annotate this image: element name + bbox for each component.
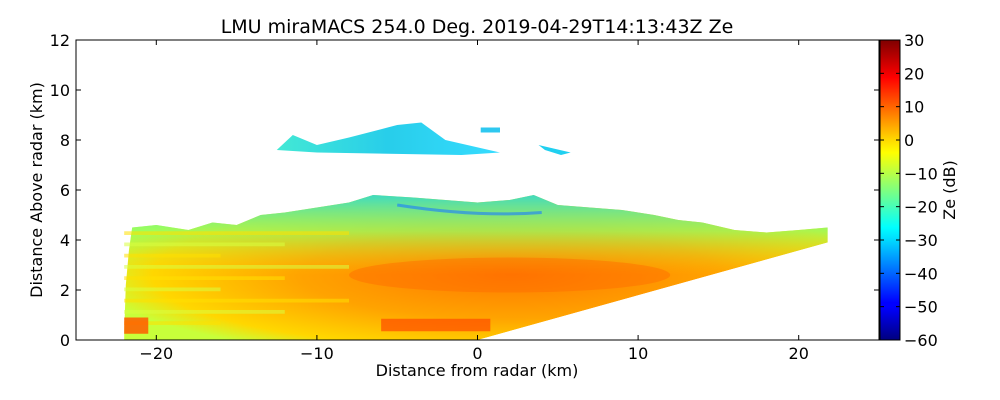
x-tick-label: −10 bbox=[300, 344, 334, 363]
echo-streak bbox=[124, 242, 285, 247]
colorbar-tick-label: −20 bbox=[904, 198, 938, 217]
upper-echo-fragment-center bbox=[480, 127, 500, 133]
echo-streak bbox=[124, 253, 221, 258]
echo-inner-band bbox=[396, 203, 542, 216]
chart-title: LMU miraMACS 254.0 Deg. 2019-04-29T14:13… bbox=[221, 16, 734, 38]
echo-near-radar-band bbox=[381, 318, 491, 332]
upper-echo-layer bbox=[276, 122, 500, 155]
y-tick-label: 0 bbox=[60, 331, 70, 350]
echo-streak bbox=[124, 265, 350, 269]
echo-layer bbox=[124, 122, 879, 340]
x-axis-label: Distance from radar (km) bbox=[376, 361, 579, 380]
echo-streak bbox=[124, 287, 221, 292]
x-tick-label: 20 bbox=[789, 344, 809, 363]
colorbar-tick-label: −40 bbox=[904, 264, 938, 283]
blind-sector bbox=[477, 242, 879, 340]
echo-streak bbox=[124, 276, 285, 280]
colorbar-tick-label: 30 bbox=[904, 31, 924, 50]
colorbar-tick-label: −50 bbox=[904, 298, 938, 317]
echo-streak bbox=[124, 231, 350, 235]
colorbar-label: Ze (dB) bbox=[940, 160, 959, 220]
x-tick-label: 10 bbox=[628, 344, 648, 363]
echo-streak bbox=[124, 310, 285, 314]
echo-streak bbox=[124, 321, 221, 325]
y-tick-label: 4 bbox=[60, 231, 70, 250]
colorbar-tick-label: 10 bbox=[904, 98, 924, 117]
echo-streak bbox=[124, 298, 350, 303]
colorbar-tick-label: −10 bbox=[904, 164, 938, 183]
y-tick-label: 10 bbox=[50, 81, 70, 100]
colorbar-ticks: 30 20 10 0 −10 −20 −30 −40 −50 −60 bbox=[880, 31, 938, 350]
y-tick-label: 6 bbox=[60, 181, 70, 200]
x-tick-label: 0 bbox=[472, 344, 482, 363]
x-tick-label: −20 bbox=[139, 344, 173, 363]
x-axis: −20 −10 0 10 20 bbox=[139, 40, 809, 363]
y-axis: 0 2 4 6 8 10 12 bbox=[50, 31, 879, 350]
upper-echo-fragment-right bbox=[538, 145, 571, 155]
colorbar-tick-label: −60 bbox=[904, 331, 938, 350]
colorbar-tick-label: 20 bbox=[904, 64, 924, 83]
y-tick-label: 8 bbox=[60, 131, 70, 150]
y-tick-label: 2 bbox=[60, 281, 70, 300]
echo-core bbox=[349, 257, 671, 293]
y-axis-label: Distance Above radar (km) bbox=[27, 82, 46, 298]
colorbar-tick-label: −30 bbox=[904, 231, 938, 250]
colorbar-tick-label: 0 bbox=[904, 131, 914, 150]
echo-surface-band bbox=[124, 317, 149, 334]
colorbar bbox=[879, 39, 901, 341]
y-tick-label: 12 bbox=[50, 31, 70, 50]
